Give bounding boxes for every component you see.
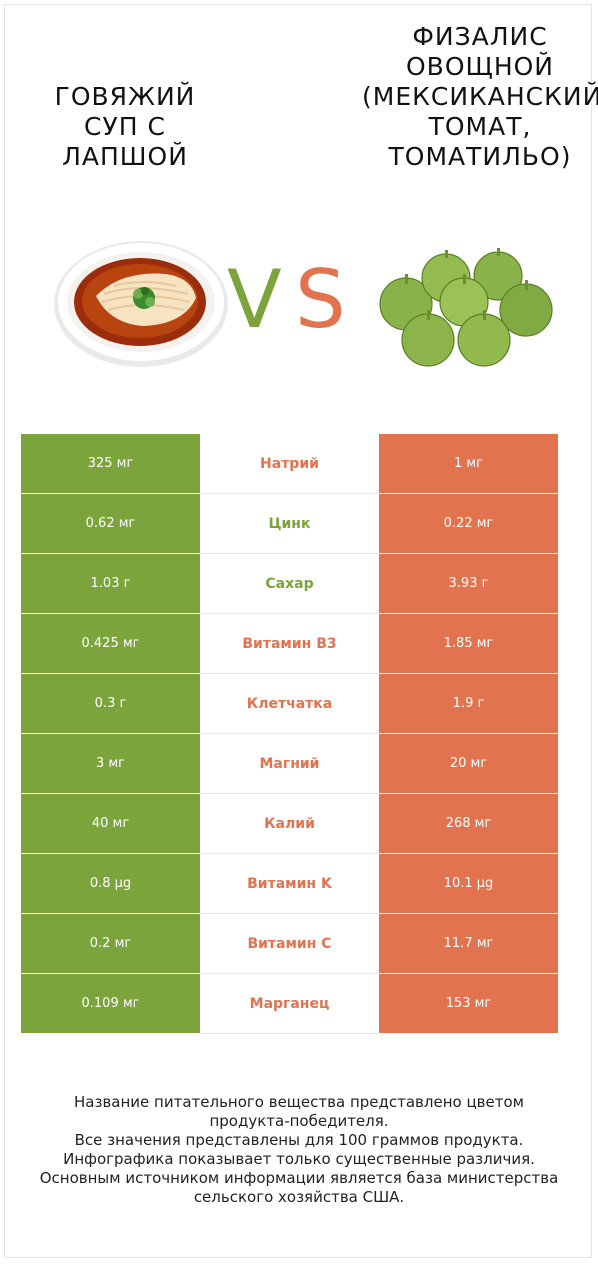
row-divider: [200, 853, 379, 854]
table-row: 0.62 мг Цинк 0.22 мг: [21, 494, 558, 554]
footer-line: сельского хозяйства США.: [193, 1188, 405, 1206]
footer-line: продукта-победителя.: [209, 1112, 389, 1130]
right-value: 268 мг: [379, 794, 558, 853]
right-food-title: ФИЗАЛИС ОВОЩНОЙ (МЕКСИКАНСКИЙ ТОМАТ, ТОМ…: [362, 22, 598, 171]
right-value: 20 мг: [379, 734, 558, 793]
left-value: 1.03 г: [21, 554, 200, 613]
infographic-frame: [4, 4, 592, 1258]
table-row: 0.3 г Клетчатка 1.9 г: [21, 674, 558, 734]
nutrient-name: Магний: [200, 734, 379, 793]
nutrient-name: Цинк: [200, 494, 379, 553]
row-divider: [200, 913, 379, 914]
left-value: 40 мг: [21, 794, 200, 853]
left-value: 0.3 г: [21, 674, 200, 733]
row-divider: [200, 793, 379, 794]
left-value: 0.109 мг: [21, 974, 200, 1033]
footer-line: Все значения представлены для 100 граммо…: [74, 1131, 524, 1149]
right-value: 1.85 мг: [379, 614, 558, 673]
row-divider: [200, 613, 379, 614]
right-value: 1.9 г: [379, 674, 558, 733]
nutrient-name: Витамин K: [200, 854, 379, 913]
beef-noodle-soup-image: [54, 241, 228, 367]
left-value: 0.8 µg: [21, 854, 200, 913]
nutrient-name: Клетчатка: [200, 674, 379, 733]
right-value: 1 мг: [379, 434, 558, 493]
nutrient-name: Натрий: [200, 434, 379, 493]
right-value: 10.1 µg: [379, 854, 558, 913]
right-value: 153 мг: [379, 974, 558, 1033]
row-divider: [200, 1033, 379, 1034]
row-divider: [200, 553, 379, 554]
nutrient-name: Марганец: [200, 974, 379, 1033]
nutrient-name: Витамин C: [200, 914, 379, 973]
tomatillo-image: [379, 248, 553, 367]
table-row: 0.109 мг Марганец 153 мг: [21, 974, 558, 1034]
left-food-title: ГОВЯЖИЙ СУП С ЛАПШОЙ: [54, 82, 196, 171]
right-value: 3.93 г: [379, 554, 558, 613]
footer-notes: Название питательного вещества представл…: [20, 1093, 578, 1207]
table-row: 3 мг Магний 20 мг: [21, 734, 558, 794]
vs-letter-v: V: [227, 253, 282, 346]
nutrient-name: Витамин B3: [200, 614, 379, 673]
table-row: 0.425 мг Витамин B3 1.85 мг: [21, 614, 558, 674]
left-value: 0.62 мг: [21, 494, 200, 553]
table-row: 0.2 мг Витамин C 11.7 мг: [21, 914, 558, 974]
left-value: 3 мг: [21, 734, 200, 793]
right-value: 0.22 мг: [379, 494, 558, 553]
left-value: 325 мг: [21, 434, 200, 493]
row-divider: [200, 673, 379, 674]
footer-line: Название питательного вещества представл…: [74, 1093, 524, 1111]
right-value: 11.7 мг: [379, 914, 558, 973]
row-divider: [200, 733, 379, 734]
vs-letter-s: S: [295, 253, 346, 346]
row-divider: [200, 493, 379, 494]
nutrient-name: Калий: [200, 794, 379, 853]
table-row: 40 мг Калий 268 мг: [21, 794, 558, 854]
nutrient-name: Сахар: [200, 554, 379, 613]
table-row: 325 мг Натрий 1 мг: [21, 434, 558, 494]
row-divider: [200, 973, 379, 974]
table-row: 0.8 µg Витамин K 10.1 µg: [21, 854, 558, 914]
footer-line: Основным источником информации является …: [39, 1169, 559, 1187]
table-row: 1.03 г Сахар 3.93 г: [21, 554, 558, 614]
footer-line: Инфографика показывает только существенн…: [63, 1150, 535, 1168]
left-value: 0.2 мг: [21, 914, 200, 973]
left-value: 0.425 мг: [21, 614, 200, 673]
